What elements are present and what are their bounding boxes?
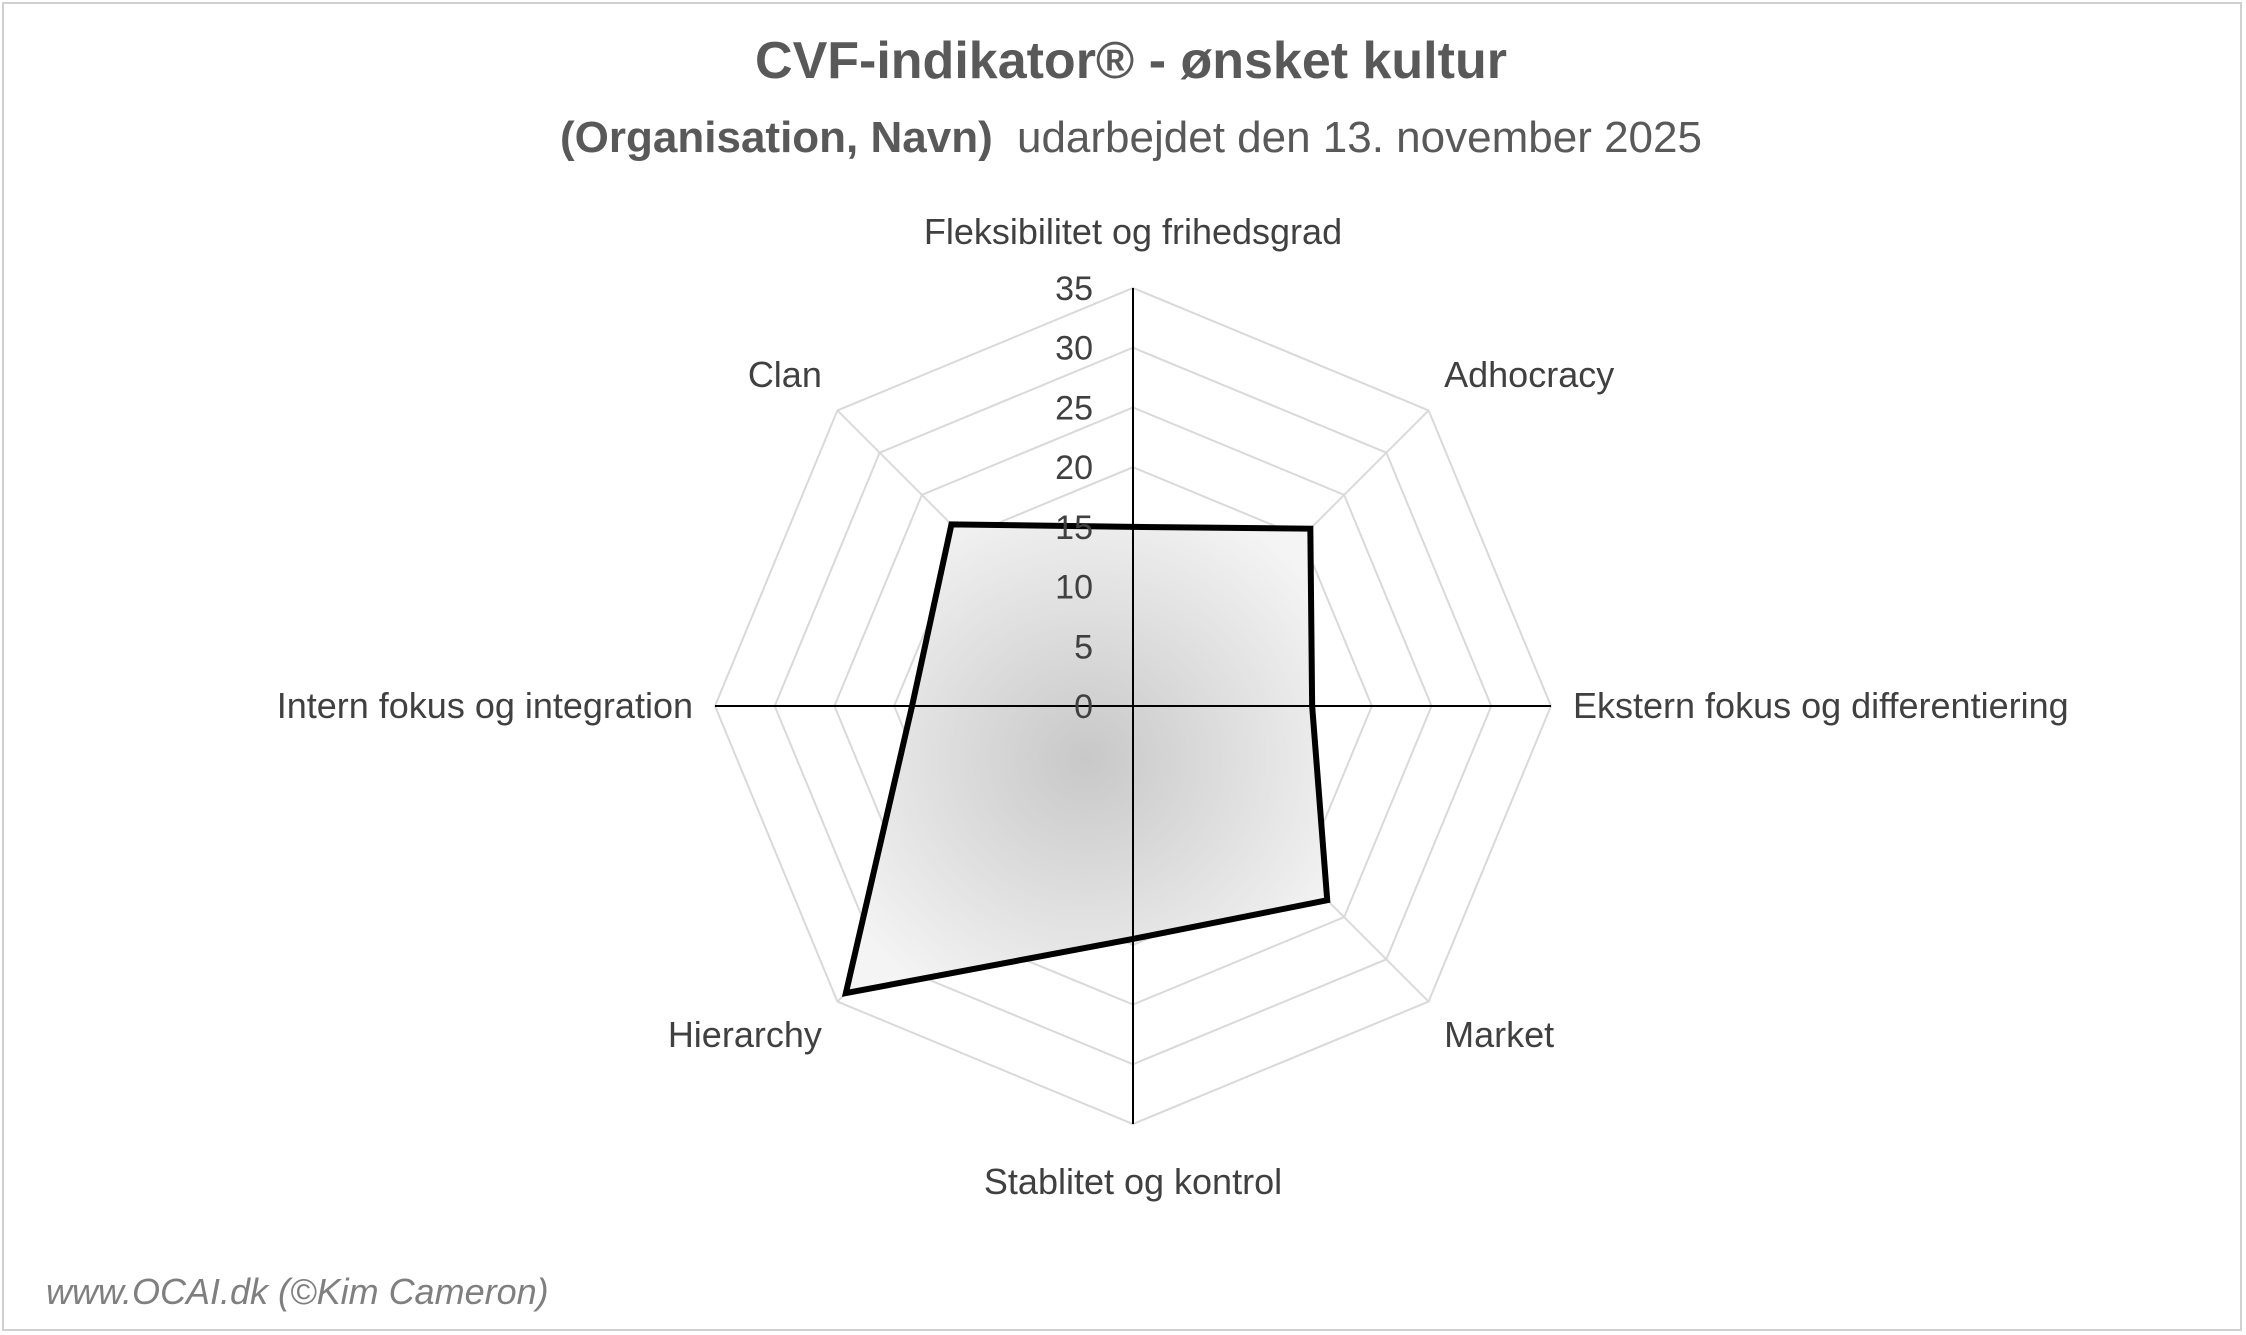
footer-credit: www.OCAI.dk (©Kim Cameron)	[46, 1271, 549, 1312]
radial-tick-labels: 0 5 10 15 20 25 30 35	[1055, 270, 1093, 726]
tick-label-5: 5	[1074, 628, 1093, 666]
subtitle-bold: (Organisation, Navn)	[560, 113, 993, 162]
tick-label-25: 25	[1055, 389, 1093, 427]
radar-chart: CVF-indikator® - ønsket kultur (Organisa…	[46, 32, 2069, 1312]
radar-axes	[715, 288, 1551, 1124]
category-label-6: Intern fokus og integration	[277, 685, 693, 726]
chart-title: CVF-indikator® - ønsket kultur	[755, 32, 1507, 90]
category-label-7: Clan	[748, 354, 822, 395]
tick-label-20: 20	[1055, 449, 1093, 487]
category-labels: Fleksibilitet og frihedsgrad Adhocracy Eks…	[277, 211, 2069, 1202]
category-label-3: Market	[1444, 1014, 1554, 1055]
tick-label-0: 0	[1074, 688, 1093, 726]
subtitle-date: udarbejdet den 13. november 2025	[1017, 113, 1702, 162]
category-label-4: Stablitet og kontrol	[984, 1161, 1282, 1202]
tick-label-10: 10	[1055, 569, 1093, 607]
category-label-0: Fleksibilitet og frihedsgrad	[924, 211, 1342, 252]
tick-label-30: 30	[1055, 330, 1093, 368]
chart-subtitle: (Organisation, Navn) udarbejdet den 13. …	[560, 113, 1702, 162]
tick-label-15: 15	[1055, 509, 1093, 547]
category-label-1: Adhocracy	[1444, 354, 1614, 395]
category-label-2: Ekstern fokus og differentiering	[1573, 685, 2069, 726]
category-label-5: Hierarchy	[668, 1014, 822, 1055]
tick-label-35: 35	[1055, 270, 1093, 308]
